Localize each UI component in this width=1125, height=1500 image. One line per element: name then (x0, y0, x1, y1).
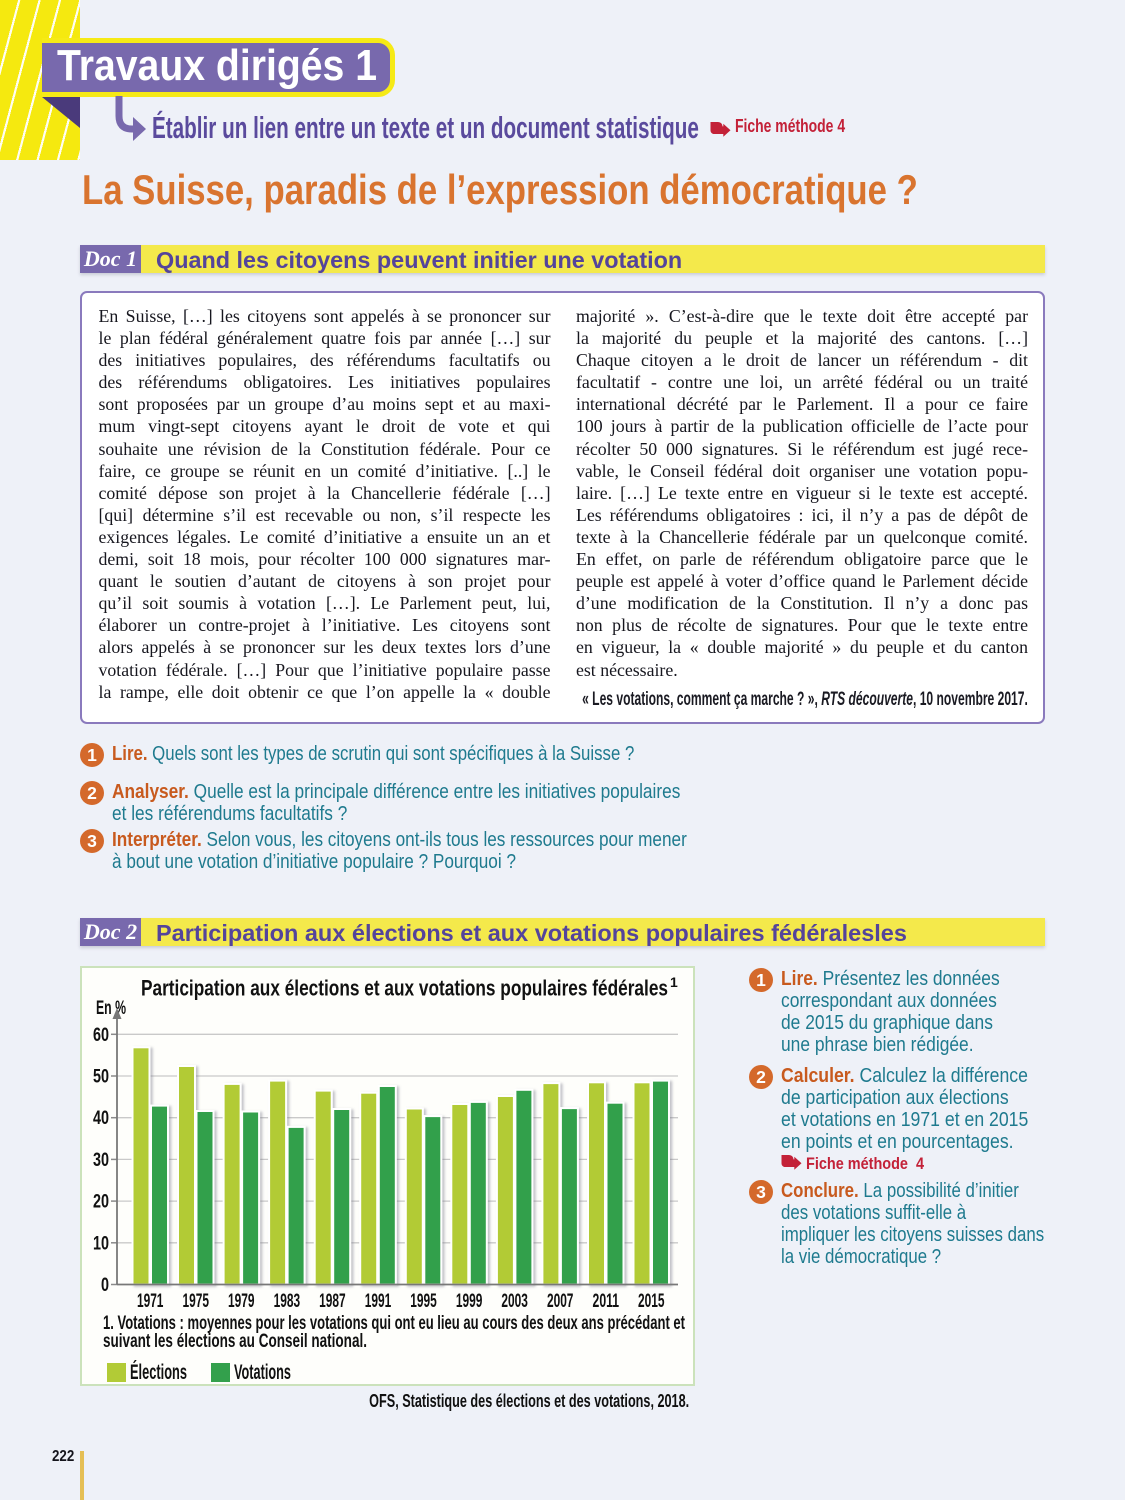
svg-text:1: 1 (670, 974, 678, 990)
svg-text:50: 50 (93, 1067, 109, 1088)
svg-text:30: 30 (93, 1150, 109, 1171)
svg-text:1999: 1999 (456, 1291, 483, 1312)
svg-text:2015: 2015 (638, 1291, 665, 1312)
svg-text:1979: 1979 (228, 1291, 255, 1312)
svg-text:Participation aux élections et: Participation aux élections et aux votat… (141, 976, 668, 1001)
svg-text:2003: 2003 (501, 1291, 527, 1312)
svg-text:1995: 1995 (410, 1291, 437, 1312)
svg-text:40: 40 (93, 1108, 109, 1129)
svg-text:10: 10 (93, 1233, 109, 1254)
svg-text:60: 60 (93, 1025, 109, 1046)
svg-text:Élections: Élections (130, 1359, 187, 1384)
svg-text:1987: 1987 (319, 1291, 346, 1312)
svg-text:1971: 1971 (137, 1291, 164, 1312)
svg-text:Votations: Votations (234, 1360, 291, 1384)
svg-text:1. Votations : moyennes pour l: 1. Votations : moyennes pour les votatio… (103, 1312, 685, 1334)
svg-text:20: 20 (93, 1192, 109, 1213)
svg-text:En %: En % (96, 997, 126, 1019)
svg-text:0: 0 (101, 1275, 109, 1296)
svg-text:suivant les élections au Conse: suivant les élections au Conseil nationa… (103, 1330, 367, 1352)
svg-text:1975: 1975 (183, 1291, 210, 1312)
svg-text:1991: 1991 (365, 1291, 392, 1312)
svg-text:1983: 1983 (274, 1291, 301, 1312)
svg-text:2011: 2011 (593, 1291, 620, 1312)
svg-text:2007: 2007 (547, 1291, 574, 1312)
